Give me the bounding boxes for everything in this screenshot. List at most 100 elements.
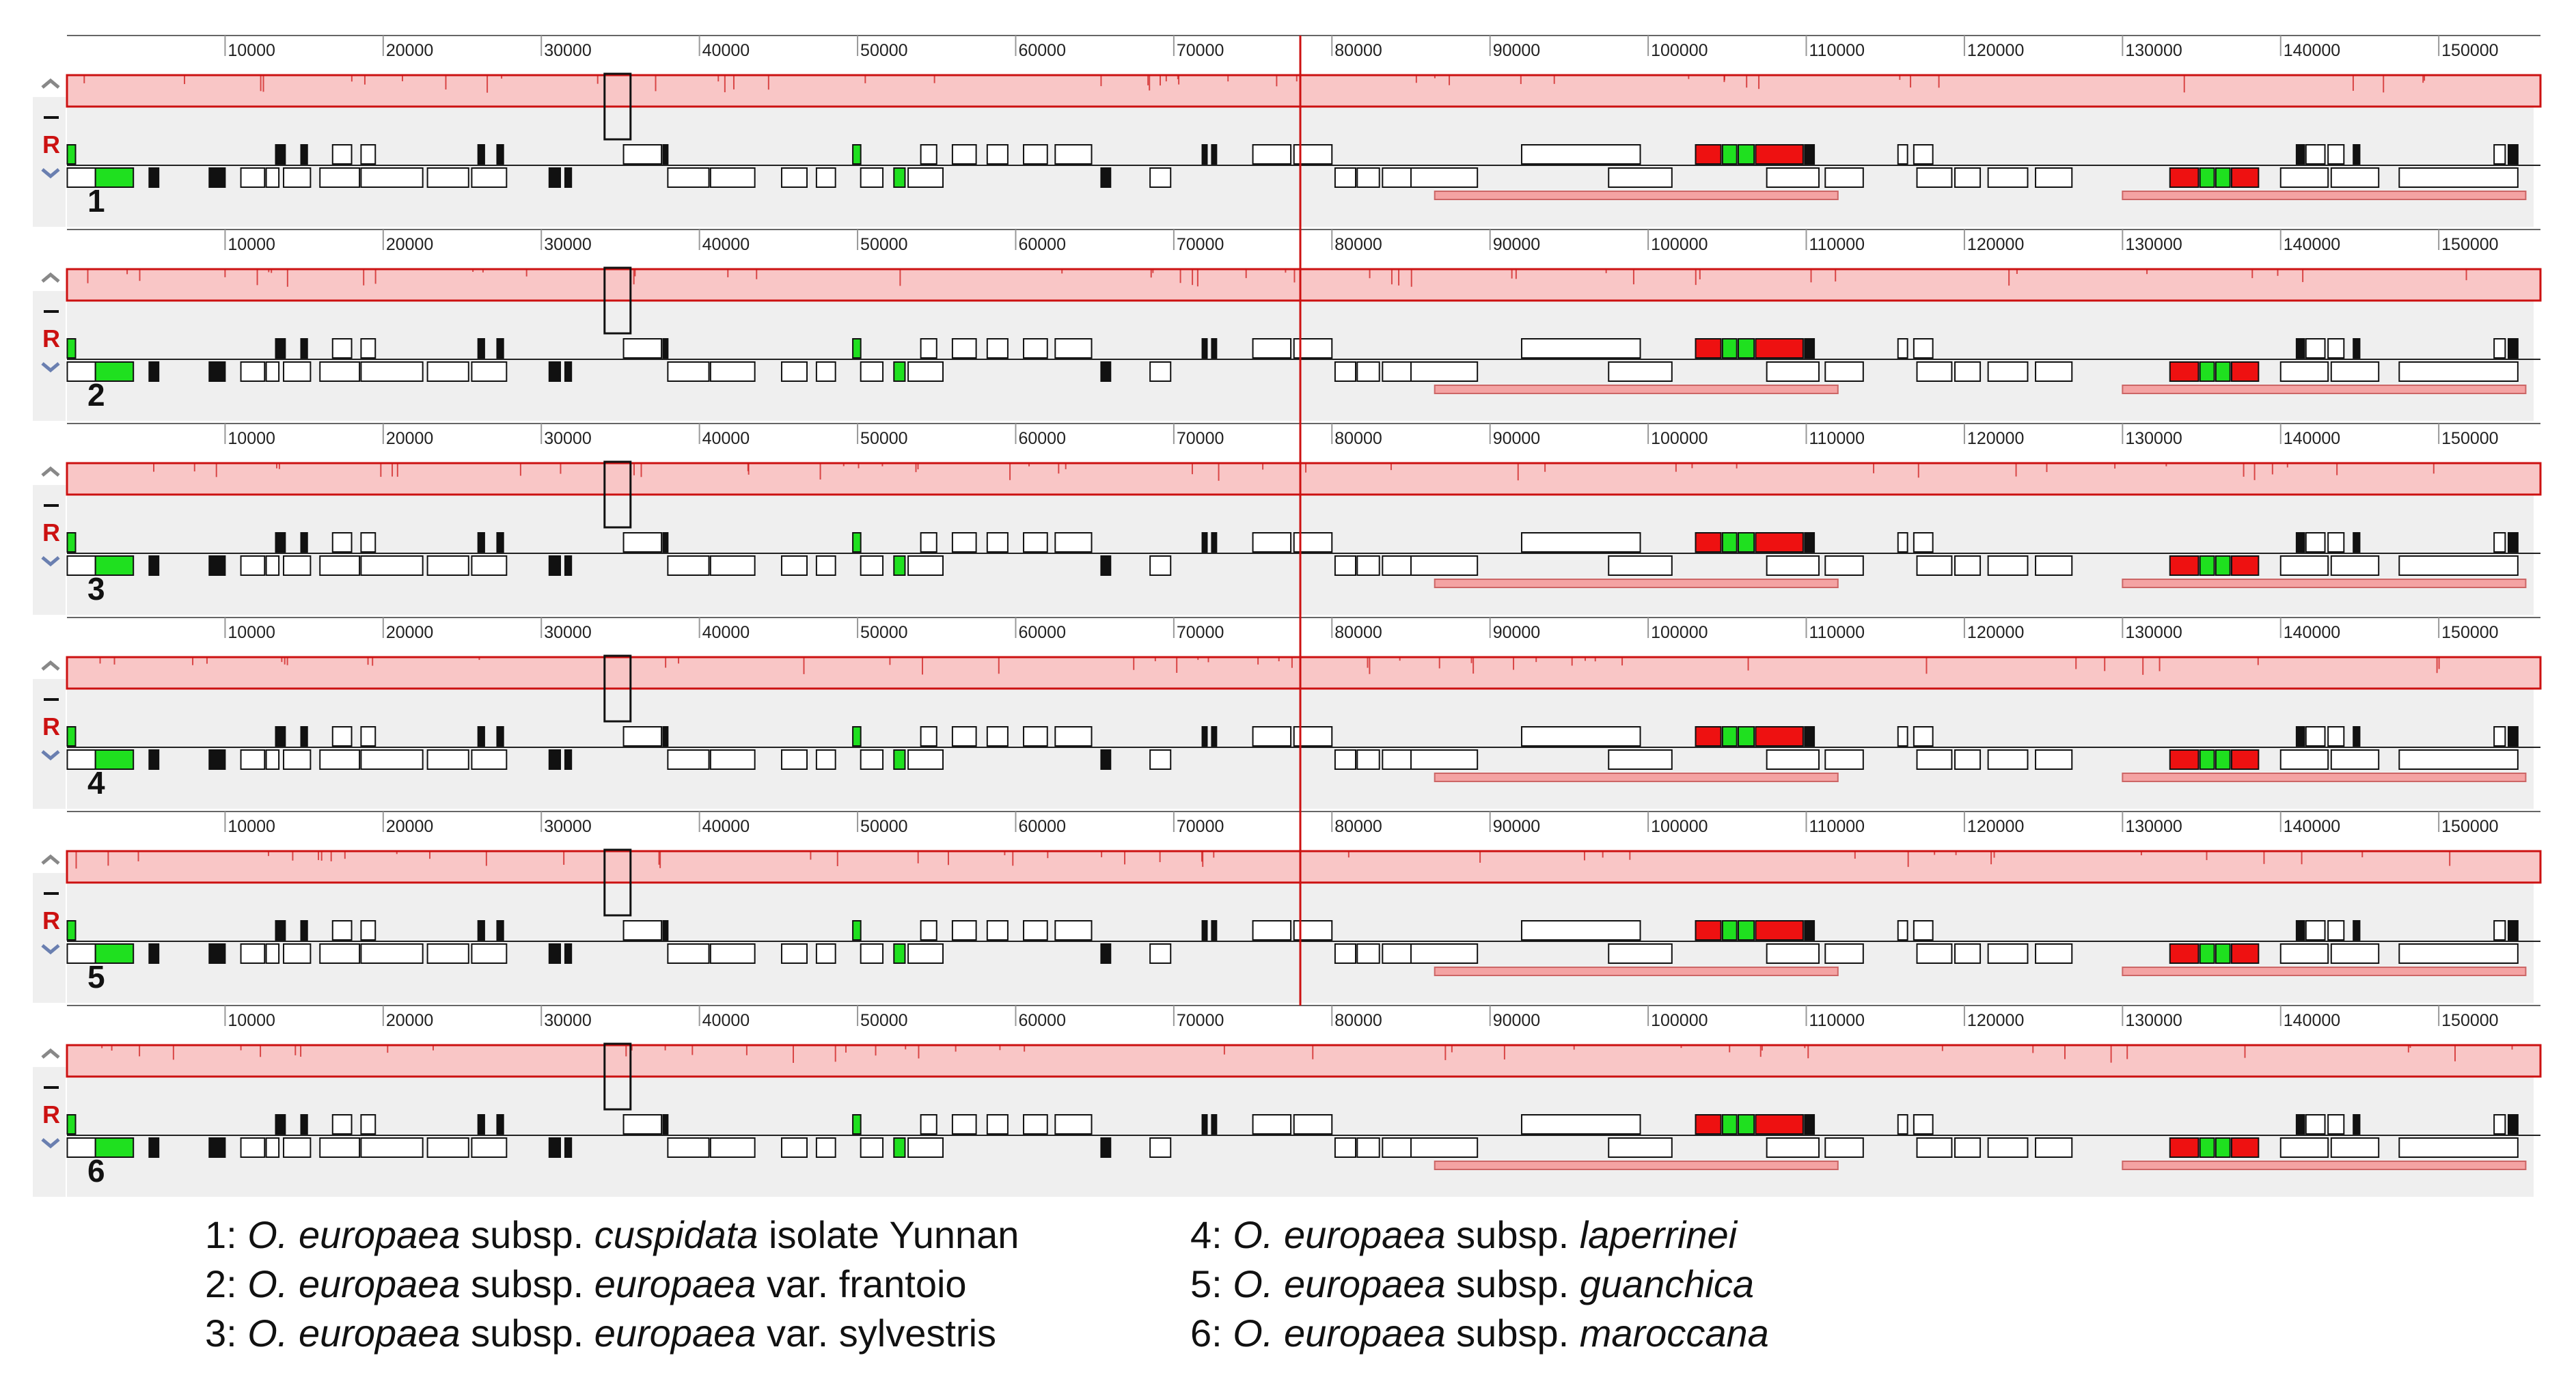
- gene-block: [2035, 167, 2073, 188]
- chevron-up-icon[interactable]: [41, 466, 60, 477]
- ruler-tick-label: 130000: [2125, 41, 2182, 60]
- gene-block: [1766, 749, 1820, 770]
- gene-block: [951, 338, 977, 359]
- minus-icon[interactable]: [44, 698, 59, 701]
- gene-block: [496, 726, 504, 747]
- gene-block: [94, 1137, 135, 1158]
- gene-block: [860, 555, 884, 576]
- gene-block: [2507, 726, 2519, 747]
- ruler-tick-label: 10000: [228, 1011, 275, 1030]
- gene-block: [1201, 338, 1208, 359]
- ruler-tick-label: 150000: [2441, 429, 2498, 448]
- ruler-tick-label: 80000: [1334, 1011, 1382, 1030]
- reverse-button[interactable]: R: [42, 712, 60, 740]
- chevron-down-icon[interactable]: [41, 750, 60, 761]
- gene-block: [667, 943, 710, 964]
- minus-icon[interactable]: [44, 892, 59, 895]
- gene-block: [1913, 1114, 1934, 1135]
- chevron-up-icon[interactable]: [41, 272, 60, 283]
- gene-block: [2169, 1137, 2200, 1158]
- gene-block: [548, 943, 561, 964]
- minus-icon[interactable]: [44, 1086, 59, 1089]
- ruler-tick-label: 100000: [1651, 817, 1708, 836]
- gene-block: [1913, 338, 1934, 359]
- gene-block: [709, 555, 756, 576]
- gene-block: [860, 749, 884, 770]
- ruler-tick-label: 120000: [1967, 623, 2024, 642]
- gene-block: [1149, 749, 1172, 770]
- track-panel-5: 10000 20000 30000 40000 50000 60000 70000 80000…: [33, 811, 2542, 1003]
- gene-block: [780, 361, 808, 382]
- ruler-tick-label: 20000: [386, 623, 434, 642]
- gene-block: [1356, 361, 1380, 382]
- gene-block: [1804, 532, 1815, 553]
- reverse-button[interactable]: R: [42, 518, 60, 546]
- reverse-button[interactable]: R: [42, 324, 60, 352]
- gene-block: [477, 920, 485, 941]
- gene-block: [2199, 749, 2215, 770]
- gene-block: [662, 144, 669, 165]
- legend-entry-6: 6: O. europaea subsp. maroccana: [1190, 1312, 1769, 1355]
- gene-block: [2353, 532, 2361, 553]
- legend-entry-3: 3: O. europaea subsp. europaea var. sylv…: [205, 1312, 997, 1355]
- inverted-repeat-b: [2122, 1161, 2527, 1170]
- gene-block: [319, 943, 361, 964]
- gene-block: [360, 532, 376, 553]
- gene-block: [1023, 726, 1048, 747]
- gene-block: [1201, 1114, 1208, 1135]
- ruler-tick-label: 90000: [1493, 235, 1541, 254]
- gene-block: [2215, 749, 2231, 770]
- ruler-tick-label: 30000: [544, 817, 592, 836]
- ruler-tick-label: 140000: [2284, 817, 2340, 836]
- gene-block: [1824, 943, 1864, 964]
- chevron-up-icon[interactable]: [41, 1048, 60, 1059]
- ruler-tick-label: 50000: [860, 235, 908, 254]
- gene-block: [2327, 920, 2345, 941]
- gene-block: [1987, 555, 2029, 576]
- chevron-down-icon[interactable]: [41, 556, 60, 567]
- gene-block: [2353, 1114, 2361, 1135]
- gene-block: [1334, 749, 1356, 770]
- chevron-up-icon[interactable]: [41, 854, 60, 865]
- gene-block: [2199, 361, 2215, 382]
- reverse-button[interactable]: R: [42, 906, 60, 934]
- gene-block: [265, 167, 280, 188]
- gene-block: [426, 555, 469, 576]
- gene-block: [1916, 361, 1953, 382]
- gene-block: [1916, 749, 1953, 770]
- legend-entry-1: 1: O. europaea subsp. cuspidata isolate …: [205, 1213, 1019, 1256]
- gene-block: [1954, 943, 1982, 964]
- minus-icon[interactable]: [44, 504, 59, 507]
- chevron-down-icon[interactable]: [41, 944, 60, 955]
- chevron-down-icon[interactable]: [41, 168, 60, 179]
- gene-block: [1100, 1137, 1112, 1158]
- gene-block: [951, 726, 977, 747]
- gene-block: [275, 338, 286, 359]
- chevron-up-icon[interactable]: [41, 78, 60, 89]
- gene-block: [300, 144, 308, 165]
- inverted-repeat-b: [2122, 773, 2527, 782]
- gene-block: [2231, 361, 2260, 382]
- gene-block: [283, 555, 312, 576]
- gene-block: [2035, 555, 2073, 576]
- chevron-down-icon[interactable]: [41, 1138, 60, 1149]
- gene-block: [2398, 943, 2519, 964]
- minus-icon[interactable]: [44, 116, 59, 119]
- ruler-tick-label: 100000: [1651, 429, 1708, 448]
- reverse-button[interactable]: R: [42, 130, 60, 158]
- gene-block: [1520, 1114, 1641, 1135]
- ruler-tick-label: 20000: [386, 41, 434, 60]
- chevron-down-icon[interactable]: [41, 362, 60, 373]
- chevron-up-icon[interactable]: [41, 660, 60, 671]
- gene-block: [94, 749, 135, 770]
- track-number-label: 1: [87, 183, 105, 219]
- gene-block: [2215, 167, 2231, 188]
- gene-block: [208, 555, 226, 576]
- gene-block: [780, 749, 808, 770]
- gene-block: [1913, 532, 1934, 553]
- gene-block: [907, 749, 944, 770]
- reverse-button[interactable]: R: [42, 1100, 60, 1128]
- gene-block: [331, 920, 353, 941]
- minus-icon[interactable]: [44, 310, 59, 313]
